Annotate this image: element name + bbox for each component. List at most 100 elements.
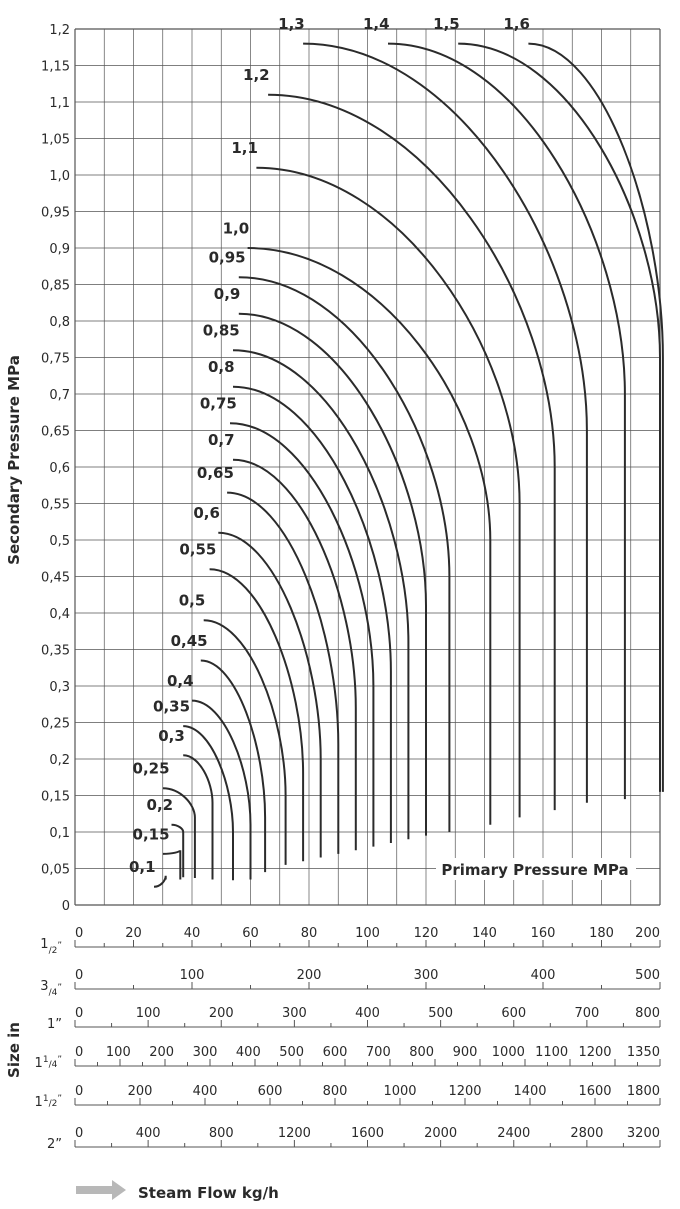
size-axis-tick-label: 40 [184,926,201,941]
size-label-suffix: ” [57,941,62,951]
y-tick-label: 0,85 [41,279,70,294]
size-axis-tick-label: 2000 [424,1126,457,1141]
size-label-suffix: ” [57,1055,62,1065]
curve-label: 0,8 [208,358,235,376]
curve-label: 0,85 [203,322,240,340]
y-tick-label: 1,05 [41,133,70,148]
y-tick-label: 0,75 [41,352,70,367]
curve-label: 0,75 [200,395,237,413]
size-axis-tick-label: 1000 [492,1045,525,1060]
size-axis-tick-label: 120 [414,926,439,941]
size-axis-tick-label: 500 [279,1045,304,1060]
x-axis-title: Primary Pressure MPa [441,861,628,879]
size-axis-tick-label: 300 [193,1045,218,1060]
size-axis-tick-label: 1200 [448,1084,481,1099]
size-label-sub: /4 [49,988,58,998]
size-axis-tick-label: 500 [428,1006,453,1021]
size-axis-tick-label: 300 [282,1006,307,1021]
size-axis-tick-label: 600 [323,1045,348,1060]
pressure-curve [183,725,234,881]
size-label-suffix: ” [57,983,62,993]
flow-arrow-icon [76,1180,126,1200]
curve-label: 0,5 [179,592,206,610]
curve-label: 1,2 [243,66,270,84]
y-tick-label: 0,8 [49,315,70,330]
curve-label: 1,0 [223,219,250,237]
y-tick-label: 0,2 [49,753,70,768]
size-label-main: 1 [35,1056,43,1071]
size-axis-tick-label: 180 [589,926,614,941]
size-axis-tick-label: 400 [236,1045,261,1060]
size-label: 11/4” [35,1055,62,1071]
curve-label: 0,15 [133,825,170,843]
size-label: 2” [47,1137,62,1152]
size-axis-tick-label: 80 [301,926,318,941]
curve-label: 0,2 [147,796,174,814]
pressure-curve [303,42,588,803]
pressure-curves [153,42,664,888]
size-axis-tick-label: 100 [106,1045,131,1060]
size-axis-tick-label: 0 [75,926,83,941]
size-axis-tick-label: 0 [75,1084,83,1099]
size-axis-tick-label: 100 [180,968,205,983]
y-tick-label: 0,95 [41,206,70,221]
pressure-curve [238,276,451,832]
size-axis-tick-label: 1200 [578,1045,611,1060]
size-axis-tick-label: 3200 [627,1126,660,1141]
y-tick-label: 0,45 [41,571,70,586]
pressure-curve [247,247,492,825]
pressure-curve [200,659,267,873]
y-tick-label: 0,15 [41,790,70,805]
size-axis-tick-label: 60 [242,926,259,941]
curve-label: 0,4 [167,672,194,690]
pressure-curve [162,849,182,880]
curve-label: 0,6 [193,504,220,522]
size-axis-tick-label: 200 [128,1084,153,1099]
size-axis-tick-label: 600 [258,1084,283,1099]
y-tick-label: 0,9 [49,242,70,257]
size-axis-tick-label: 800 [323,1084,348,1099]
pressure-curve [162,787,196,878]
size-label-suffix: ” [57,1094,62,1104]
size-label-main: 1 [35,1095,43,1110]
y-tick-label: 0,7 [49,388,70,403]
y-tick-label: 0,65 [41,425,70,440]
size-axis-tick-label: 1350 [627,1045,660,1060]
y-tick-label: 1,15 [41,60,70,75]
curve-label: 0,65 [197,464,234,482]
size-axis-tick-label: 0 [75,1045,83,1060]
size-label-sup: 1 [43,1055,49,1065]
size-axis-tick-label: 200 [209,1006,234,1021]
size-axis-tick-label: 1000 [383,1084,416,1099]
pressure-curve [203,619,287,865]
size-label-sub: /2 [49,946,58,956]
size-label-main: 1 [40,937,48,952]
curve-label: 0,25 [133,760,170,778]
size-axis-tick-label: 800 [209,1126,234,1141]
size-label: 1/2” [40,937,62,956]
y-axis-title: Secondary Pressure MPa [5,355,23,565]
size-axis-tick-label: 200 [635,926,660,941]
size-axis-tick-label: 400 [136,1126,161,1141]
y-tick-label: 1,1 [49,96,70,111]
curve-label: 0,3 [158,727,185,745]
curve-label: 0,35 [153,698,190,716]
pressure-curve [227,491,340,854]
pressure-curve [232,458,357,851]
size-label-main: 3 [40,979,48,994]
pressure-curve [229,422,375,847]
pressure-curve [209,568,305,862]
y-tick-label: 0,25 [41,717,70,732]
size-label-sup: 1 [43,1094,49,1104]
pressure-curve [183,754,214,880]
size-axis-tick-label: 600 [501,1006,526,1021]
curve-label: 0,95 [209,249,246,267]
size-axis-tick-label: 100 [136,1006,161,1021]
curve-label: 0,55 [179,541,216,559]
y-tick-label: 0,1 [49,826,70,841]
curve-labels: 0,1 0,15 0,2 0,25 0,3 0,35 0,4 0,45 0,5 0,55 0,6 0,… [129,15,530,876]
curve-label: 1,5 [433,15,460,33]
size-axis-title: Size in [5,1022,23,1078]
size-axis-tick-label: 2400 [497,1126,530,1141]
